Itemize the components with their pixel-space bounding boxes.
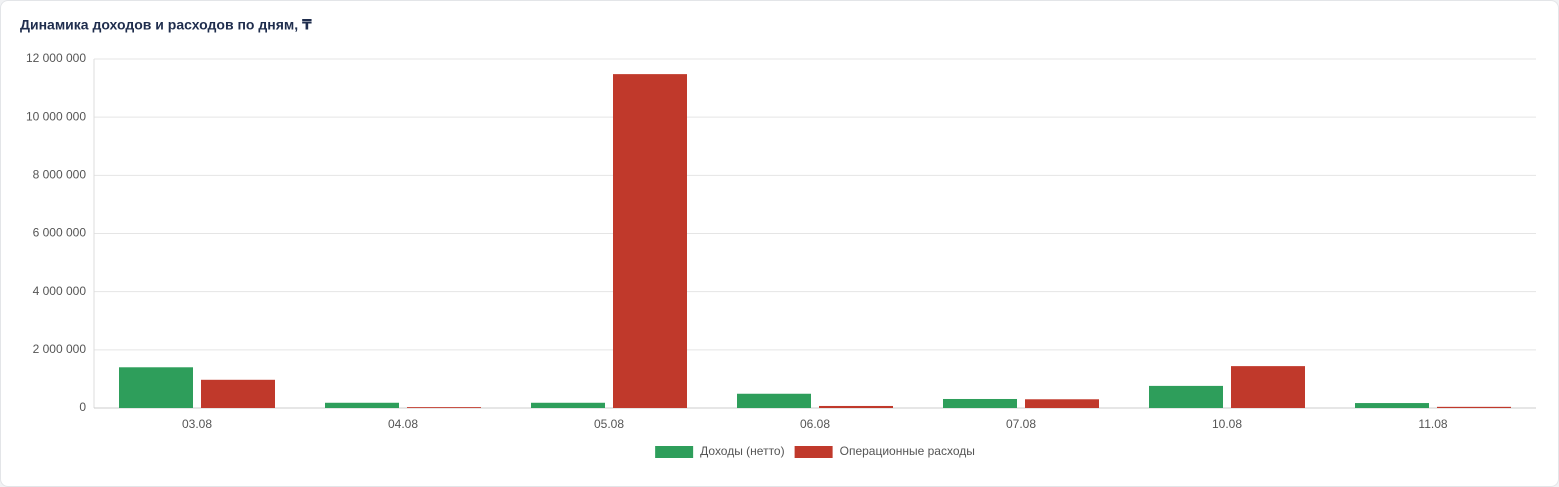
- y-tick-label: 6 000 000: [33, 226, 87, 240]
- y-tick-label: 0: [79, 400, 86, 414]
- legend-swatch: [655, 446, 694, 458]
- legend-swatch: [794, 446, 833, 458]
- y-tick-label: 4 000 000: [33, 284, 87, 298]
- x-tick-label: 10.08: [1212, 417, 1242, 431]
- y-tick-label: 10 000 000: [26, 109, 86, 123]
- x-tick-label: 11.08: [1418, 417, 1447, 431]
- x-tick-label: 03.08: [182, 417, 212, 431]
- legend-label: Операционные расходы: [840, 444, 975, 458]
- x-tick-label: 05.08: [594, 417, 624, 431]
- x-tick-label: 07.08: [1006, 417, 1036, 431]
- bar: [119, 367, 193, 408]
- bar: [201, 379, 275, 408]
- bar: [613, 74, 687, 408]
- bar: [1025, 399, 1099, 408]
- legend-label: Доходы (нетто): [700, 444, 784, 458]
- bar: [819, 405, 893, 408]
- bar: [1149, 385, 1223, 408]
- bar: [531, 402, 605, 408]
- bar: [737, 393, 811, 408]
- bar: [1231, 366, 1305, 408]
- x-tick-label: 06.08: [800, 417, 830, 431]
- chart-title: Динамика доходов и расходов по дням, ₸: [20, 17, 312, 33]
- bar: [1355, 403, 1429, 408]
- bar: [325, 402, 399, 408]
- y-tick-label: 8 000 000: [33, 168, 87, 182]
- x-tick-label: 04.08: [388, 417, 418, 431]
- bar: [407, 407, 481, 408]
- bar: [1437, 406, 1511, 408]
- y-tick-label: 2 000 000: [33, 342, 87, 356]
- y-tick-label: 12 000 000: [26, 51, 86, 65]
- bar: [943, 398, 1017, 408]
